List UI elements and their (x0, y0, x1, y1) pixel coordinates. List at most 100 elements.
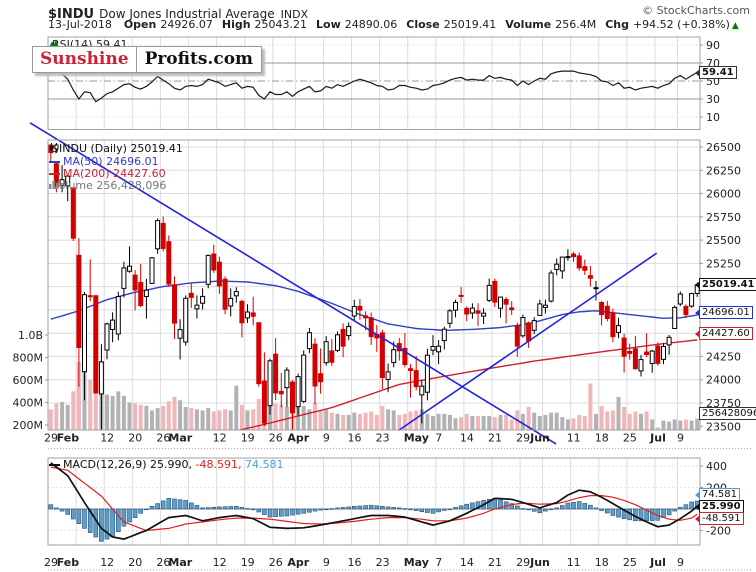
ma50-line (50, 280, 698, 332)
chg-up-icon: ▲ (731, 21, 739, 31)
logo-part-sunshine: Sunshine (33, 47, 137, 72)
x-axis-label: Apr (287, 432, 309, 445)
ma200-line (236, 339, 698, 430)
panel-border (47, 457, 701, 546)
rsi-axis-label: 30 (706, 93, 720, 106)
copyright-label: © StockCharts.com (642, 4, 750, 17)
x-axis-label: 19 (241, 556, 255, 569)
ticker-symbol: $INDU (48, 7, 95, 22)
x-axis-label: 20 (128, 556, 142, 569)
instrument-name: Dow Jones Industrial Average (99, 7, 275, 21)
macd-legend-name: MACD(12,26,9) (63, 458, 147, 471)
close-value: 25019.41 (443, 18, 497, 31)
x-axis-label: Feb (57, 556, 80, 569)
x-axis-label: 29 (516, 556, 530, 569)
x-axis-label: 29 (44, 556, 58, 569)
price-axis-label: 23500 (706, 420, 741, 433)
chg-value: +94.52 (+0.38%) (632, 18, 730, 31)
quote-row: 13-Jul-2018 Open 24926.07 High 25043.21 Low 24… (48, 18, 739, 31)
sunshine-profits-logo: Sunshine Profits.com (32, 46, 263, 73)
x-axis-label: 9 (677, 556, 684, 569)
x-axis-label: 20 (128, 432, 142, 445)
volume-axis-label: 600M (13, 374, 44, 387)
x-axis-label: 25 (623, 432, 637, 445)
x-axis-label: 26 (156, 556, 170, 569)
x-axis-label: 18 (595, 432, 609, 445)
ma200-callout: 24427.60 (695, 327, 753, 340)
x-axis-label: Mar (168, 432, 192, 445)
rsi-axis-label: 10 (706, 111, 720, 124)
rsi-legend: RSI(14) 59.41 (49, 39, 127, 50)
x-axis-label: 7 (435, 556, 442, 569)
price-axis-label: 26500 (706, 141, 741, 154)
x-axis-label: 11 (567, 556, 581, 569)
volume-axis-label: 800M (13, 352, 44, 365)
macd-axis-label: 400 (706, 460, 727, 473)
x-axis-label: 26 (156, 432, 170, 445)
x-axis-label: 9 (323, 432, 330, 445)
x-axis-label: Jul (649, 556, 666, 569)
macd-signal-line (50, 466, 698, 532)
rsi-legend-label: RSI(14) 59.41 (52, 38, 128, 51)
price-axis-label: 24000 (706, 374, 741, 387)
x-axis-label: 25 (623, 556, 637, 569)
macd-swatch (49, 464, 60, 466)
x-axis-label: 12 (100, 556, 114, 569)
rsi-line (50, 59, 698, 103)
ma200-legend: MA(200) 24427.60 (49, 168, 166, 179)
macd-histogram (48, 497, 700, 542)
price-axis-label: 24250 (706, 350, 741, 363)
macd-signal-callout: -48.591 (695, 512, 744, 525)
price-axis-label: 23750 (706, 397, 741, 410)
open-label: Open (123, 18, 157, 31)
close-label: Close (406, 18, 440, 31)
x-axis-label: Feb (57, 432, 80, 445)
rsi-value-callout: 59.41 (695, 66, 737, 79)
x-axis-label: 23 (376, 556, 390, 569)
price-legend-label: $INDU (Daily) 25019.41 (52, 142, 183, 155)
trendline (29, 122, 557, 445)
volume-callout: 256428096 (699, 407, 756, 420)
x-axis-label: 18 (595, 556, 609, 569)
x-axis-label: 16 (348, 432, 362, 445)
x-axis-label: 21 (488, 432, 502, 445)
quote-date: 13-Jul-2018 (48, 18, 112, 31)
panel-border (47, 36, 701, 130)
price-axis-label: 26250 (706, 164, 741, 177)
price-legend: $INDU (Daily) 25019.41 (49, 143, 183, 154)
rsi-axis-label: 90 (706, 39, 720, 52)
volume-label: Volume (505, 18, 552, 31)
hist-legend-value: 74.581 (245, 458, 284, 471)
ma50-legend: MA(50) 24696.01 (49, 156, 159, 167)
chg-label: Chg (605, 18, 629, 31)
ma200-swatch (49, 173, 60, 175)
x-axis-label: 12 (213, 432, 227, 445)
ma50-callout: 24696.01 (695, 306, 753, 319)
x-axis-label: 9 (677, 432, 684, 445)
x-axis-label: 12 (213, 556, 227, 569)
x-axis-label: 7 (435, 432, 442, 445)
x-axis-label: Jun (529, 432, 550, 445)
volume-legend: Volume 256,428,096 (49, 180, 166, 191)
volume-legend-label: Volume 256,428,096 (52, 179, 167, 192)
high-label: High (221, 18, 251, 31)
high-value: 25043.21 (254, 18, 308, 31)
chart-header: $INDU Dow Jones Industrial Average INDX (48, 3, 308, 22)
x-axis-label: 29 (516, 432, 530, 445)
volume-axis-label: 200M (13, 419, 44, 432)
x-axis-label: 14 (460, 432, 474, 445)
ma50-swatch (49, 161, 60, 163)
x-axis-label: 26 (269, 556, 283, 569)
ma50-legend-label: MA(50) 24696.01 (63, 155, 159, 168)
exchange-label: INDX (280, 8, 309, 21)
x-axis-label: 9 (323, 556, 330, 569)
volume-bars (48, 354, 700, 430)
volume-axis-label: 400M (13, 397, 44, 410)
x-axis-label: May (404, 432, 429, 445)
volume-axis-label: 1.0B (18, 329, 43, 342)
x-axis-label: Mar (168, 556, 192, 569)
x-axis-label: 12 (100, 432, 114, 445)
x-axis-label: 26 (269, 432, 283, 445)
